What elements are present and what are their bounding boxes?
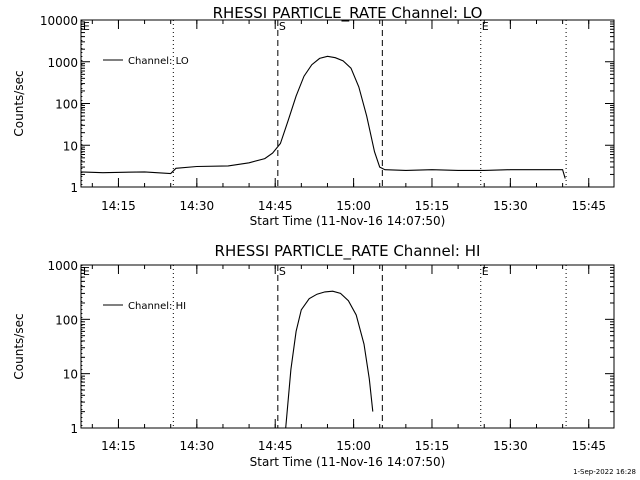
- timestamp: 1-Sep-2022 16:28: [573, 468, 636, 476]
- plot-frame: [80, 19, 615, 188]
- marker-label: E: [482, 265, 489, 278]
- y-tick-label: 10: [63, 368, 78, 382]
- y-tick-label: 100: [55, 313, 78, 327]
- chart-title: RHESSI PARTICLE_RATE Channel: HI: [215, 242, 481, 261]
- x-axis-label: Start Time (11-Nov-16 14:07:50): [250, 214, 446, 228]
- x-tick-label: 14:45: [258, 199, 293, 213]
- plot-frame: [80, 264, 615, 429]
- y-tick-label: 100: [55, 98, 78, 112]
- marker-label: S: [279, 265, 286, 278]
- marker-label: E: [482, 20, 489, 33]
- x-tick-label: 15:00: [336, 439, 371, 453]
- marker-label: S: [279, 20, 286, 33]
- x-tick-label: 15:15: [415, 199, 450, 213]
- x-tick-label: 14:15: [101, 199, 136, 213]
- marker-label: E: [83, 20, 90, 33]
- y-tick-label: 1000: [47, 56, 78, 70]
- x-tick-label: 14:30: [180, 199, 215, 213]
- x-tick-label: 15:30: [493, 439, 528, 453]
- x-tick-label: 14:30: [180, 439, 215, 453]
- legend-label: Channel: HI: [128, 301, 186, 312]
- panel-hi: RHESSI PARTICLE_RATE Channel: HI 1 10 100 10…: [12, 242, 615, 469]
- legend-label: Channel: LO: [128, 56, 189, 67]
- y-tick-label: 10: [63, 139, 78, 153]
- y-tick-label: 10000: [40, 14, 78, 28]
- series-line: [80, 55, 566, 179]
- y-axis-label: Counts/sec: [12, 70, 26, 136]
- x-axis-label: Start Time (11-Nov-16 14:07:50): [250, 455, 446, 469]
- panel-lo: RHESSI PARTICLE_RATE Channel: LO 1 10 100 10…: [12, 4, 615, 228]
- y-tick-label: 1000: [47, 259, 78, 273]
- y-tick-label: 1: [70, 422, 78, 436]
- x-tick-label: 15:00: [336, 199, 371, 213]
- x-tick-label: 15:30: [493, 199, 528, 213]
- y-tick-label: 1: [70, 181, 78, 195]
- series-line: [285, 290, 374, 429]
- chart-title: RHESSI PARTICLE_RATE Channel: LO: [213, 4, 483, 23]
- x-tick-label: 15:15: [415, 439, 450, 453]
- marker-label: E: [83, 265, 90, 278]
- x-tick-label: 15:45: [571, 199, 606, 213]
- x-tick-label: 14:45: [258, 439, 293, 453]
- x-tick-label: 14:15: [101, 439, 136, 453]
- x-tick-label: 15:45: [571, 439, 606, 453]
- y-axis-label: Counts/sec: [12, 313, 26, 379]
